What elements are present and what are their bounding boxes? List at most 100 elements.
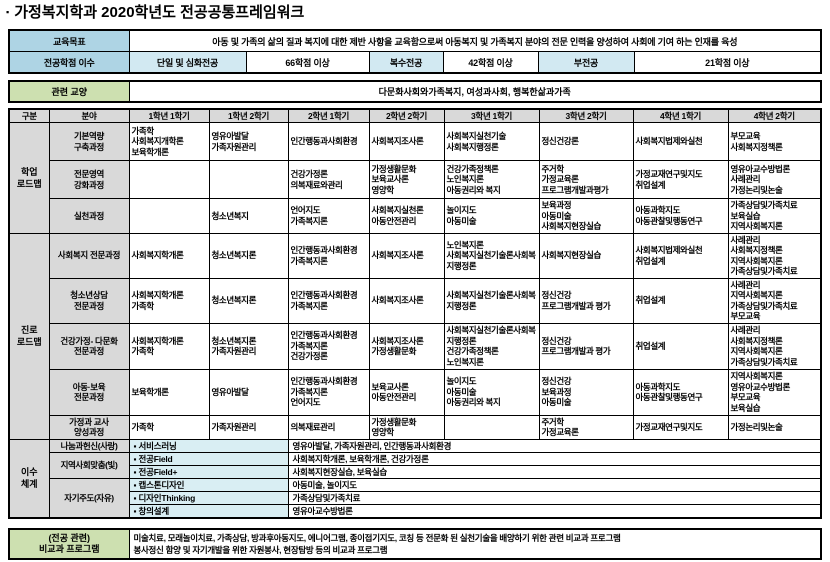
completion-row: 자기주도(자유) ▪ 캡스톤디자인 아동미술, 놀이지도 — [9, 477, 822, 518]
course-cell: 사례관리 지역사회복지론 가족상담및가족치료 부모교육 — [727, 277, 822, 324]
curriculum-row: 학업 로드맵 기본역량 구축과정 가족학 사회복지개학론 보육학개론 영유아발달 가족… — [8, 122, 822, 234]
credit-value: 66학점 이상 — [245, 51, 370, 74]
area-label: 청소년상담 전문과정 — [48, 277, 130, 324]
col-header-group: 구분 — [8, 108, 50, 123]
area-label: 가정과 교사 양성과정 — [48, 414, 130, 440]
credits-row: 전공학점 이수 단일 및 심화전공 66학점 이상 복수전공 42학점 이상 부… — [8, 51, 822, 74]
col-header-semester: 3학년 2학기 — [538, 108, 634, 123]
course-cell: 지역사회복지론 영유아교수방법론 부모교육 보육실습 — [727, 368, 822, 416]
course-cell: 취업설계 — [632, 322, 729, 370]
goal-row: 교육목표 아동 및 가족의 삶의 질과 복지에 대한 제반 사항을 교육함으로써… — [8, 29, 822, 52]
credit-type: 부전공 — [537, 51, 635, 74]
course-cell: 가정교재연구및지도 취업설계 — [632, 160, 729, 199]
curriculum-row: 가정과 교사 양성과정 가족학 가족자원관리 의복재료관리 가정생활문화 영양학 주거학 … — [9, 414, 822, 440]
curriculum-row: 아동·보육 전문과정 보육학개론 영유아발달 인간행동과사회환경 가족복지론 언어지도… — [9, 368, 822, 416]
completion-program: ▪ 서비스러닝 — [128, 438, 289, 453]
area-label: 기본역량 구축과정 — [48, 122, 130, 161]
col-header-semester: 1학년 1학기 — [128, 108, 210, 123]
info-table: 교육목표 아동 및 가족의 삶의 질과 복지에 대한 제반 사항을 교육함으로써… — [8, 29, 823, 74]
extracurricular-row: (전공 관련) 비교과 프로그램 미술치료, 모래놀이치료, 가족상담, 방과후… — [8, 528, 822, 559]
completion-courses: 영유아발달, 가족자원관리, 인간행동과사회환경 — [287, 438, 822, 453]
area-label: 아동·보육 전문과정 — [48, 368, 130, 416]
completion-row: 이수 체계 나눔과헌신(사랑) ▪ 서비스러닝 영유아발달, 가족자원관리, 인간행동… — [8, 438, 822, 518]
course-cell: 건강가정론 의복재료와관리 — [287, 160, 370, 199]
course-cell: 사회복지현장실습 — [538, 232, 634, 279]
course-cell: 영유아발달 — [208, 368, 289, 416]
credit-value: 42학점 이상 — [442, 51, 539, 74]
col-header-semester: 2학년 2학기 — [368, 108, 445, 123]
credit-type: 복수전공 — [368, 51, 444, 74]
course-cell: 사회복지조사론 가정생활문화 — [368, 322, 445, 370]
course-cell: 인간행동과사회환경 — [287, 122, 370, 161]
course-cell: 사회복지학개론 가족학 — [128, 277, 210, 324]
course-cell: 영유아교수방법론 사례관리 가정논리및논술 — [727, 160, 822, 199]
course-cell: 아동과학지도 아동관찰및행동연구 — [632, 198, 729, 234]
course-cell: 인간행동과사회환경 가족복지론 건강가정론 — [287, 322, 370, 370]
course-cell: 가정교재연구및지도 — [632, 414, 729, 440]
course-cell — [443, 414, 540, 440]
completion-courses: 아동미술, 놀이지도 — [287, 477, 822, 492]
course-cell: 사회복지조사론 — [368, 122, 445, 161]
course-cell: 보육학개론 — [128, 368, 210, 416]
curriculum-row: 전문영역 강화과정 건강가정론 의복재료와관리 가정생활문화 보육교사론 영양학 건강… — [9, 160, 822, 199]
course-cell: 가족상담및가족치료 보육실습 지역사회복지론 — [727, 198, 822, 234]
completion-program: ▪ 창의설계 — [128, 503, 289, 518]
page-title-text: 가정복지학과 2020학년도 전공공통프레임워크 — [14, 4, 305, 21]
area-label: 실천과정 — [48, 198, 130, 234]
course-cell: 사회복지실천기술론사회복지행정론 건강가족정책론 노인복지론 — [443, 322, 540, 370]
area-label: 사회복지 전문과정 — [48, 232, 130, 279]
course-cell: 놀이지도 아동미술 아동권리와 복지 — [443, 368, 540, 416]
extracurricular-label: (전공 관련) 비교과 프로그램 — [8, 528, 130, 559]
liberal-arts-table: 관련 교양 다문화사회와가족복지, 여성과사회, 행복한삶과가족 — [8, 80, 822, 103]
completion-category: 지역사회맞춤(빛) — [48, 451, 130, 479]
completion-row: 지역사회맞춤(빛) ▪ 전공Field 사회복지학개론, 보육학개론, 건강가정론 — [9, 451, 822, 479]
curriculum-row: 건강가정- 다문화 전문과정 사회복지학개론 가족학 청소년복지론 가족자원관리 인간… — [9, 322, 822, 370]
completion-program: ▪ 전공Field — [128, 451, 289, 466]
course-cell: 의복재료관리 — [287, 414, 370, 440]
course-cell — [128, 198, 210, 234]
course-cell: 아동과학지도 아동관찰및행동연구 — [632, 368, 729, 416]
extracurricular-text: 미술치료, 모래놀이치료, 가족상담, 방과후아동지도, 에니어그램, 종이접기… — [128, 528, 822, 559]
course-cell: 사회복지법제와실천 취업설계 — [632, 232, 729, 279]
col-header-semester: 3학년 1학기 — [443, 108, 540, 123]
course-cell: 사회복지조사론 — [368, 277, 445, 324]
course-cell: 취업설계 — [632, 277, 729, 324]
completion-program: ▪ 캡스톤디자인 — [128, 477, 289, 492]
course-cell: 가족학 사회복지개학론 보육학개론 — [128, 122, 210, 161]
course-cell: 사회복지법제와실천 — [632, 122, 729, 161]
page-title: ▪ 가정복지학과 2020학년도 전공공통프레임워크 — [6, 4, 830, 22]
credit-value: 21학점 이상 — [633, 51, 822, 74]
course-cell — [208, 160, 289, 199]
completion-program: ▪ 전공Field+ — [128, 464, 289, 479]
group-label: 진로 로드맵 — [8, 232, 50, 440]
area-label: 건강가정- 다문화 전문과정 — [48, 322, 130, 370]
course-cell: 사회복지실천기술론사회복지행정론 — [443, 277, 540, 324]
course-cell: 노인복지론 사회복지실천기술론사회복지행정론 — [443, 232, 540, 279]
course-cell: 놀이지도 아동미술 — [443, 198, 540, 234]
course-cell: 가정생활문화 영양학 — [368, 414, 445, 440]
course-cell: 정신건강 프로그램개발과 평가 — [538, 322, 634, 370]
credits-label: 전공학점 이수 — [8, 51, 130, 74]
curriculum-row: 진로 로드맵 사회복지 전문과정 사회복지학개론 청소년복지론 인간행동과사회환경 가족… — [8, 232, 822, 440]
col-header-semester: 2학년 1학기 — [287, 108, 370, 123]
goal-label: 교육목표 — [8, 29, 130, 52]
credit-type: 단일 및 심화전공 — [128, 51, 247, 74]
course-cell: 부모교육 사회복지정책론 — [727, 122, 822, 161]
course-cell: 가족학 — [128, 414, 210, 440]
curriculum-row: 청소년상담 전문과정 사회복지학개론 가족학 청소년복지론 인간행동과사회환경 가족복… — [9, 277, 822, 324]
liberal-text: 다문화사회와가족복지, 여성과사회, 행복한삶과가족 — [128, 80, 822, 103]
course-cell: 사회복지학개론 — [128, 232, 210, 279]
course-cell: 언어지도 가족복지론 — [287, 198, 370, 234]
completion-category: 나눔과헌신(사랑) — [48, 438, 130, 453]
col-header-semester: 4학년 1학기 — [632, 108, 729, 123]
group-label: 이수 체계 — [8, 438, 50, 518]
course-cell: 건강가족정책론 노인복지론 아동권리와 복지 — [443, 160, 540, 199]
course-cell: 사회복지조사론 — [368, 232, 445, 279]
extracurricular-table: (전공 관련) 비교과 프로그램 미술치료, 모래놀이치료, 가족상담, 방과후… — [8, 527, 822, 560]
curriculum-row: 실천과정 청소년복지 언어지도 가족복지론 사회복지실천론 아동안전관리 놀이지도 아동… — [9, 198, 822, 234]
course-cell: 주거학 가정교육론 — [538, 414, 634, 440]
course-cell: 보육과정 아동미술 사회복지현장실습 — [538, 198, 634, 234]
course-cell: 인간행동과사회환경 가족복지론 언어지도 — [287, 368, 370, 416]
col-header-semester: 4학년 2학기 — [727, 108, 822, 123]
course-cell: 가족자원관리 — [208, 414, 289, 440]
